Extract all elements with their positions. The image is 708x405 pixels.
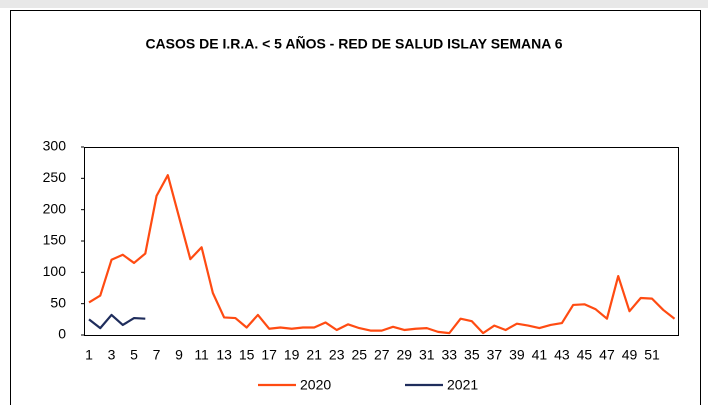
x-tick-label: 7 <box>153 347 161 363</box>
y-tick-label: 0 <box>58 326 66 342</box>
y-tick-label: 250 <box>43 169 67 185</box>
x-tick-label: 45 <box>577 347 593 363</box>
series-line <box>88 313 146 330</box>
x-tick-label: 25 <box>351 347 367 363</box>
chart-frame <box>10 10 701 405</box>
x-tick-label: 51 <box>644 347 660 363</box>
x-tick-label: 47 <box>599 347 615 363</box>
top-strip <box>0 0 708 8</box>
legend-label: 2021 <box>447 377 478 393</box>
x-tick-label: 3 <box>108 347 116 363</box>
series-line <box>88 174 676 335</box>
x-tick-label: 43 <box>554 347 570 363</box>
x-tick-label: 21 <box>306 347 322 363</box>
x-tick-label: 19 <box>284 347 300 363</box>
y-tick-label: 100 <box>43 263 67 279</box>
plot-frame <box>84 147 679 336</box>
y-tick-label: 200 <box>43 200 67 216</box>
x-tick-label: 31 <box>419 347 435 363</box>
x-tick-label: 35 <box>464 347 480 363</box>
x-tick-label: 29 <box>396 347 412 363</box>
x-tick-label: 13 <box>216 347 232 363</box>
x-tick-label: 37 <box>487 347 503 363</box>
legend-label: 2020 <box>300 377 331 393</box>
x-tick-label: 17 <box>261 347 277 363</box>
x-tick-label: 49 <box>622 347 638 363</box>
chart-title: CASOS DE I.R.A. < 5 AÑOS - RED DE SALUD … <box>145 35 562 52</box>
x-tick-label: 33 <box>442 347 458 363</box>
x-tick-label: 41 <box>532 347 548 363</box>
x-tick-label: 27 <box>374 347 390 363</box>
x-tick-label: 11 <box>194 347 209 363</box>
y-tick-label: 50 <box>50 294 66 310</box>
y-tick-label: 300 <box>43 138 67 154</box>
x-tick-label: 9 <box>175 347 183 363</box>
x-tick-label: 23 <box>329 347 345 363</box>
x-tick-label: 5 <box>130 347 138 363</box>
x-tick-label: 39 <box>509 347 525 363</box>
y-tick-label: 150 <box>43 232 67 248</box>
x-tick-label: 15 <box>239 347 255 363</box>
x-tick-label: 1 <box>85 347 93 363</box>
